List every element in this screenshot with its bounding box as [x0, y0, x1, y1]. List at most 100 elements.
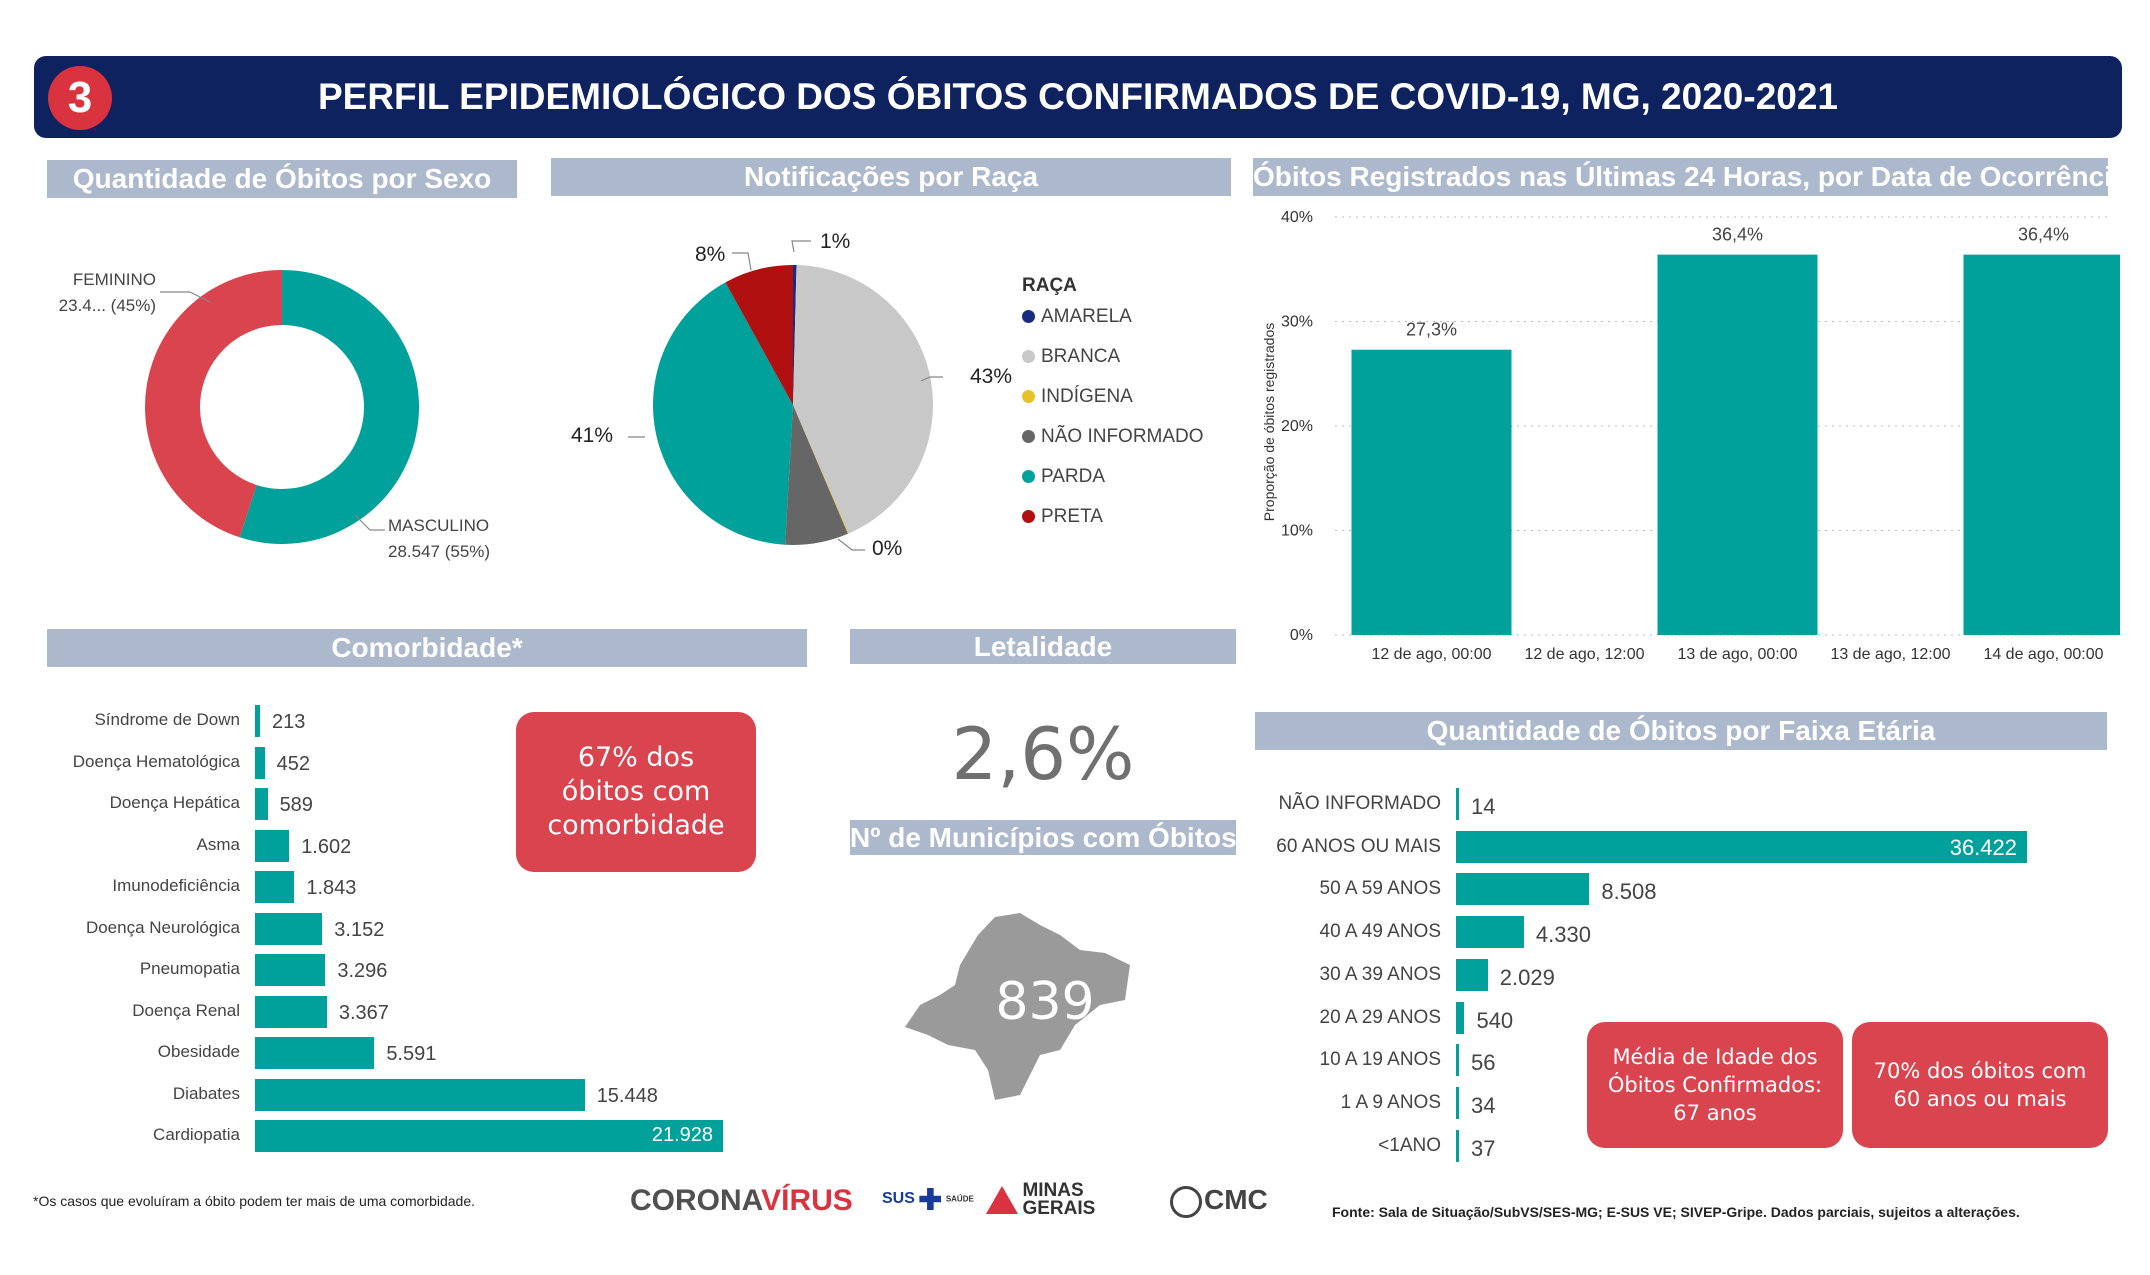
bar-value-label: 213 — [272, 711, 306, 733]
legend-label: BRANCA — [1041, 346, 1121, 367]
category-label: 1 A 9 ANOS — [1340, 1091, 1441, 1113]
x-tick-label: 12 de ago, 12:00 — [1524, 646, 1644, 663]
bar-1ano — [1456, 1129, 1459, 1162]
legend-label: INDÍGENA — [1041, 386, 1133, 407]
footnote: *Os casos que evoluíram a óbito podem te… — [33, 1193, 476, 1209]
feminino-label: FEMININO — [72, 270, 156, 289]
legend-item-indigena: INDÍGENA — [1022, 386, 1133, 408]
bar-value-label: 452 — [276, 752, 311, 775]
bar-60-anos-ou-mais — [1456, 830, 2027, 863]
section-number-badge: 3 — [48, 66, 112, 130]
bar-asma — [255, 829, 290, 862]
bar-30-a-39-anos — [1456, 958, 1488, 991]
category-label: Doença Hepática — [109, 793, 240, 812]
x-tick-label: 13 de ago, 00:00 — [1677, 646, 1797, 663]
preta-pct-label: 8% — [695, 243, 726, 266]
category-label: 10 A 19 ANOS — [1319, 1049, 1441, 1071]
bar-value-label: 27,3% — [1406, 320, 1457, 340]
faixa-etaria-bar-chart: NÃO INFORMADO 14 60 ANOS OU MAIS 36.422 50 A… — [1255, 785, 2115, 1165]
category-label: 30 A 39 ANOS — [1319, 963, 1441, 985]
bar-obesidade — [255, 1037, 375, 1069]
x-tick-label: 14 de ago, 00:00 — [1983, 646, 2103, 663]
bar-value-label: 8.508 — [1601, 879, 1657, 905]
category-label: Diabates — [172, 1083, 240, 1103]
bar-20-a-29-anos — [1456, 1001, 1465, 1034]
bar-value-label: 1.843 — [306, 877, 357, 899]
sessenta-mais-card: 70% dos óbitos com 60 anos ou mais — [1852, 1022, 2108, 1148]
category-label: 50 A 59 ANOS — [1319, 878, 1441, 900]
raca-section-header: Notificações por Raça — [551, 158, 1231, 196]
bar-14-de-ago-00-00 — [1963, 254, 2120, 635]
comorbidade-section-header: Comorbidade* — [47, 629, 807, 667]
category-label: 20 A 29 ANOS — [1319, 1006, 1441, 1028]
ultimas24h-bar-chart: 0% 10% 20% 30% 40% 27,3% 36,4% 36,4% 12 de ago… — [1261, 209, 2120, 663]
feminino-value: 23.4... (45%) — [58, 296, 156, 315]
bar-doenca-hepatica — [255, 788, 268, 820]
y-tick-label: 10% — [1281, 523, 1313, 540]
source-note: Fonte: Sala de Situação/SubVS/SES-MG; E-… — [1332, 1204, 2020, 1220]
municipios-section-header: Nº de Municípios com Óbitos — [850, 820, 1236, 855]
pie-slice-amarela — [793, 265, 797, 405]
minas-gerais-map-icon — [905, 913, 1130, 1100]
ultimas24h-section-header: Óbitos Registrados nas Últimas 24 Horas,… — [1253, 158, 2108, 196]
bar-value-label: 34 — [1471, 1092, 1496, 1118]
letalidade-section-header: Letalidade — [850, 629, 1236, 664]
legend-swatch — [1022, 310, 1035, 324]
bar-value-label: 15.448 — [596, 1084, 658, 1107]
comorbidade-bar-chart: Síndrome de Down 213 Doença Hematológica 45… — [40, 700, 800, 1160]
legend-label: PRETA — [1041, 506, 1103, 527]
legend-item-preta: PRETA — [1022, 506, 1103, 528]
masculino-label: MASCULINO — [388, 516, 490, 535]
pie-slice-branca — [793, 265, 934, 534]
bar-1-a-9-anos — [1456, 1086, 1459, 1119]
category-label: <1ANO — [1378, 1134, 1441, 1156]
bar-value-label: 3.296 — [337, 960, 388, 982]
bar-doenca-neurologica — [255, 912, 323, 945]
bar-10-a-19-anos — [1456, 1044, 1459, 1077]
sus-logo: SUS SAÚDE — [882, 1188, 974, 1210]
media-idade-card: Média de Idade dos Óbitos Confirmados: 6… — [1587, 1022, 1843, 1148]
donut-slice-feminino — [145, 270, 282, 538]
bar-value-label: 3.367 — [338, 1001, 389, 1024]
bar-diabates — [255, 1078, 585, 1111]
category-label: 40 A 49 ANOS — [1319, 921, 1441, 943]
legend-item-nao-informado: NÃO INFORMADO — [1022, 426, 1204, 448]
title-banner: 3 PERFIL EPIDEMIOLÓGICO DOS ÓBITOS CONFI… — [34, 56, 2122, 138]
bar-value-label: 3.152 — [334, 918, 385, 941]
raca-legend-title: RAÇA — [1022, 275, 1077, 296]
municipios-value: 839 — [995, 972, 1095, 1032]
legend-item-parda: PARDA — [1022, 466, 1105, 488]
bar-cardiopatia — [255, 1120, 723, 1152]
legend-label: PARDA — [1041, 466, 1106, 487]
bar-value-label: 540 — [1476, 1007, 1514, 1033]
minas-gerais-logo: MINAS GERAIS — [986, 1181, 1095, 1218]
bar-value-label: 21.928 — [651, 1124, 713, 1146]
legend-item-amarela: AMARELA — [1022, 306, 1132, 328]
bar-40-a-49-anos — [1456, 916, 1524, 949]
bar-50-a-59-anos — [1456, 873, 1590, 906]
category-label: Obesidade — [157, 1042, 240, 1061]
indigena-leader-line — [837, 538, 865, 551]
corona-virus-logo: CORONAVÍRUS — [630, 1184, 853, 1217]
ultimas24h-y-axis-label: Proporção de óbitos registrados — [1261, 323, 1277, 521]
bar-value-label: 589 — [279, 794, 313, 816]
branca-leader-line — [920, 376, 943, 382]
parda-pct-label: 41% — [571, 424, 614, 447]
raca-pie-chart — [628, 240, 943, 551]
amarela-pct-label: 1% — [820, 230, 851, 253]
category-label: 60 ANOS OU MAIS — [1276, 835, 1441, 857]
y-tick-label: 20% — [1281, 418, 1313, 435]
legend-label: NÃO INFORMADO — [1041, 426, 1204, 447]
bar-value-label: 37 — [1471, 1135, 1496, 1161]
category-label: Doença Hematológica — [72, 751, 240, 771]
bar-13-de-ago-00-00 — [1657, 254, 1818, 635]
pie-slice-parda — [653, 282, 793, 545]
legend-item-branca: BRANCA — [1022, 346, 1120, 368]
sus-cross-icon — [919, 1188, 942, 1210]
masculino-value: 28.547 (55%) — [388, 542, 491, 561]
bar-doenca-renal — [255, 995, 327, 1028]
x-tick-label: 13 de ago, 12:00 — [1830, 646, 1950, 663]
category-label: Síndrome de Down — [94, 710, 240, 729]
category-label: Imunodeficiência — [112, 876, 240, 895]
cmc-logo: CMC — [1170, 1184, 1268, 1218]
